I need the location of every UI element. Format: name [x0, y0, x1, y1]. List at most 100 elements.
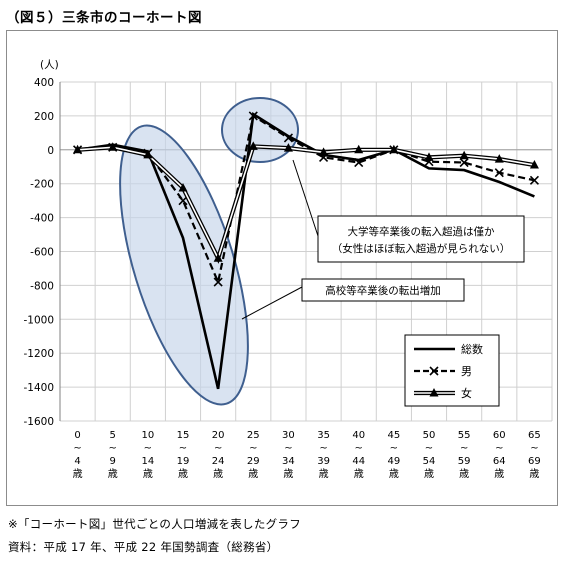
x-tick-label: 64 — [493, 456, 506, 467]
marker-x — [429, 366, 439, 376]
legend-label: 総数 — [461, 342, 483, 356]
data-point-male — [178, 196, 188, 206]
marker-x — [283, 133, 293, 143]
x-tick-label: ~ — [73, 443, 81, 454]
marker-x — [494, 168, 504, 178]
data-point-female — [283, 143, 293, 152]
x-tick-label: ~ — [355, 443, 363, 454]
x-tick-label: 歳 — [529, 468, 539, 480]
axes: 4002000-200-400-600-800-1000-1200-1400-1… — [23, 59, 540, 480]
x-tick-label: 24 — [212, 456, 225, 467]
series-lines — [73, 111, 539, 390]
data-point-female — [143, 149, 153, 159]
chart-frame — [6, 30, 558, 506]
x-tick-label: ~ — [109, 443, 117, 454]
x-tick-label: 歳 — [319, 468, 329, 480]
legend-label: 女 — [461, 386, 472, 400]
marker-x — [354, 157, 364, 168]
x-tick-label: 29 — [247, 456, 260, 467]
y-tick-label: -200 — [30, 179, 54, 191]
x-tick-label: 50 — [423, 430, 436, 441]
x-tick-label: 歳 — [283, 468, 293, 480]
data-point-male — [494, 168, 504, 178]
x-tick-label: 19 — [177, 456, 190, 467]
data-point-female — [213, 253, 223, 262]
y-tick-label: 200 — [34, 111, 54, 123]
y-tick-label: -800 — [30, 280, 54, 292]
x-tick-label: 歳 — [213, 468, 223, 480]
data-point-male — [354, 157, 364, 168]
x-tick-label: 69 — [528, 456, 541, 467]
data-point-female — [459, 150, 469, 160]
data-point-female — [73, 144, 83, 154]
x-tick-label: ~ — [460, 443, 468, 454]
x-tick-label: 歳 — [248, 468, 258, 480]
x-tick-label: ~ — [495, 443, 503, 454]
x-tick-label: 59 — [458, 456, 471, 467]
y-tick-label: -600 — [30, 247, 54, 259]
annotation-leader-1 — [292, 159, 319, 237]
data-point-female — [354, 144, 364, 154]
marker-x — [178, 196, 188, 206]
data-point-male — [248, 111, 258, 121]
x-tick-label: 歳 — [389, 468, 399, 480]
marker-x — [248, 111, 258, 121]
x-tick-label: 歳 — [143, 468, 153, 480]
x-tick-label: 歳 — [73, 468, 83, 480]
x-tick-label: 歳 — [424, 468, 434, 480]
data-point-female — [248, 141, 258, 150]
y-axis-label: (人) — [40, 59, 59, 71]
x-tick-label: 歳 — [178, 468, 188, 480]
x-tick-label: ~ — [390, 443, 398, 454]
x-tick-label: ~ — [179, 443, 187, 454]
x-tick-label: ~ — [144, 443, 152, 454]
x-tick-label: 45 — [387, 430, 400, 441]
x-tick-label: 39 — [317, 456, 330, 467]
data-point-female — [494, 154, 504, 163]
data-point-female — [389, 144, 399, 154]
legend-item: 女 — [414, 386, 472, 400]
x-tick-label: 34 — [282, 456, 295, 467]
x-tick-label: 10 — [141, 430, 154, 441]
x-tick-label: 35 — [317, 430, 330, 441]
x-tick-label: 44 — [352, 456, 365, 467]
chart-source: 資料：平成 17 年、平成 22 年国勢調査（総務省） — [8, 540, 279, 554]
marker-x — [529, 175, 539, 185]
annotations: 大学等卒業後の転入超過は僅か （女性はほぼ転入超過が見られない） 高校等卒業後の転出… — [241, 159, 525, 320]
chart-note: ※「コーホート図」世代ごとの人口増減を表したグラフ — [8, 517, 302, 531]
x-tick-label: 9 — [110, 456, 116, 467]
x-tick-label: 30 — [282, 430, 295, 441]
y-tick-label: -1600 — [23, 416, 54, 428]
annotation-box-2 — [301, 278, 465, 302]
x-tick-label: 5 — [110, 430, 116, 441]
data-point-female — [108, 142, 118, 151]
data-point-male — [213, 277, 223, 287]
x-tick-label: 54 — [423, 456, 436, 467]
data-point-male — [459, 157, 469, 168]
data-point-female — [529, 160, 539, 169]
x-tick-label: 40 — [352, 430, 365, 441]
y-tick-label: 0 — [47, 145, 54, 157]
x-tick-label: ~ — [319, 443, 327, 454]
x-tick-label: 歳 — [494, 468, 504, 480]
x-tick-label: 歳 — [108, 468, 118, 480]
x-tick-label: 15 — [177, 430, 190, 441]
legend-label: 男 — [461, 365, 472, 378]
marker-x — [213, 277, 223, 287]
legend-item: 総数 — [414, 342, 483, 356]
annotation-box-1 — [317, 215, 525, 263]
data-point-female — [424, 152, 434, 161]
x-tick-label: ~ — [249, 443, 257, 454]
x-tick-label: 25 — [247, 430, 260, 441]
x-tick-label: ~ — [284, 443, 292, 454]
figure-title: （図５）三条市のコーホート図 — [6, 10, 202, 26]
x-tick-label: 14 — [141, 456, 154, 467]
series-line-female-inner — [77, 145, 535, 261]
data-point-female — [178, 182, 188, 192]
y-tick-label: -1200 — [23, 348, 54, 360]
annotation-1-line-1: 大学等卒業後の転入超過は僅か — [348, 225, 495, 238]
x-tick-label: 0 — [74, 430, 80, 441]
x-tick-label: 65 — [528, 430, 541, 441]
